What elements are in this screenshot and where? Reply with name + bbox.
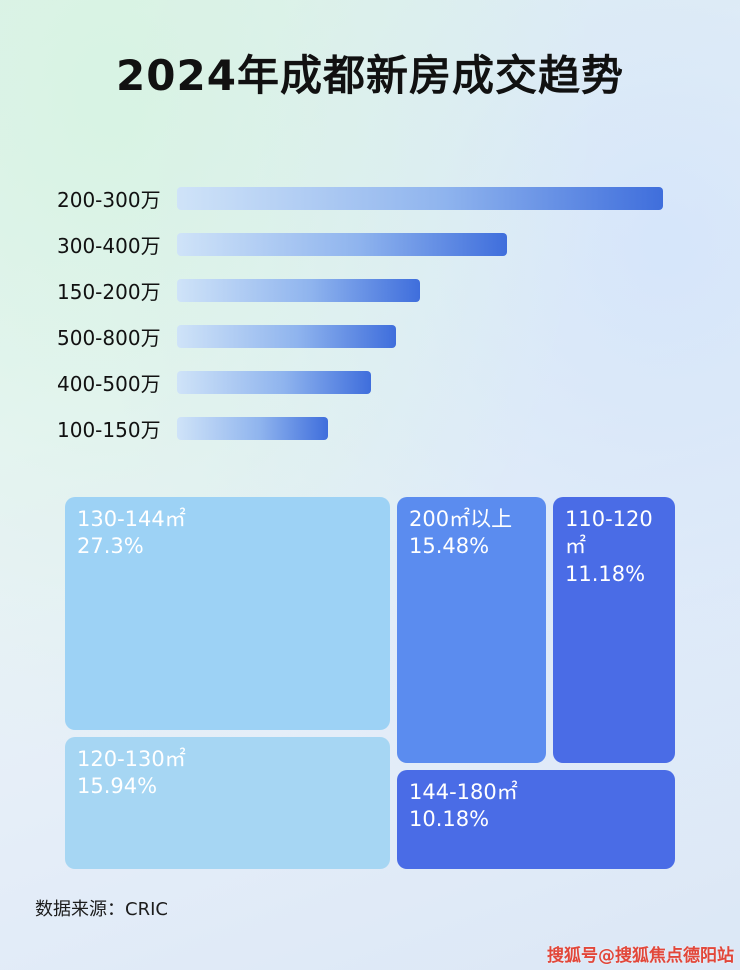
treemap-block-label: 120-130㎡	[77, 747, 186, 771]
price-band-bar-chart: 200-300万 300-400万 150-200万 500-800万 400-500万…	[57, 186, 685, 462]
bar-category-label: 400-500万	[57, 371, 161, 396]
treemap-block-label: 200㎡以上	[409, 507, 513, 531]
treemap-block-label: 144-180㎡	[409, 780, 518, 804]
bar	[177, 324, 396, 348]
treemap-block-value: 10.18%	[409, 807, 490, 832]
bar-category-label: 150-200万	[57, 279, 161, 304]
bar-category-label: 300-400万	[57, 233, 161, 258]
bar-row: 100-150万	[57, 416, 685, 442]
treemap-block-value: 11.18%	[565, 561, 646, 586]
bar-category-label: 100-150万	[57, 417, 161, 442]
bar-row: 500-800万	[57, 324, 685, 350]
treemap-block: 120-130㎡ 15.94%	[65, 737, 390, 869]
bar-track	[177, 232, 663, 256]
bar-track	[177, 278, 663, 302]
bar-category-label: 500-800万	[57, 325, 161, 350]
bar-category-label: 200-300万	[57, 187, 161, 212]
bar-row: 300-400万	[57, 232, 685, 258]
treemap-block-value: 15.48%	[409, 534, 490, 559]
bar-track	[177, 186, 663, 210]
bar-track	[177, 324, 663, 348]
bar-row: 150-200万	[57, 278, 685, 304]
treemap-block: 110-120㎡ 11.18%	[553, 497, 675, 763]
treemap-block-value: 27.3%	[77, 534, 144, 559]
bar-track	[177, 416, 663, 440]
bar-track	[177, 370, 663, 394]
bar	[177, 232, 508, 256]
bar	[177, 416, 328, 440]
page-title: 2024年成都新房成交趋势	[116, 51, 624, 100]
watermark: 搜狐号@搜狐焦点德阳站	[547, 946, 734, 966]
treemap-block-label: 110-120㎡	[565, 507, 653, 559]
treemap-block: 130-144㎡ 27.3%	[65, 497, 390, 730]
treemap-block-label: 130-144㎡	[77, 507, 186, 531]
bar	[177, 186, 663, 210]
treemap-block: 144-180㎡ 10.18%	[397, 770, 675, 869]
bar	[177, 370, 372, 394]
bar	[177, 278, 420, 302]
area-band-treemap: 130-144㎡ 27.3% 200㎡以上 15.48% 110-120㎡ 11.18% 1…	[65, 497, 675, 869]
treemap-block: 200㎡以上 15.48%	[397, 497, 546, 763]
data-source-note: 数据来源：CRIC	[35, 899, 168, 920]
bar-row: 400-500万	[57, 370, 685, 396]
bar-row: 200-300万	[57, 186, 685, 212]
treemap-block-value: 15.94%	[77, 774, 158, 799]
